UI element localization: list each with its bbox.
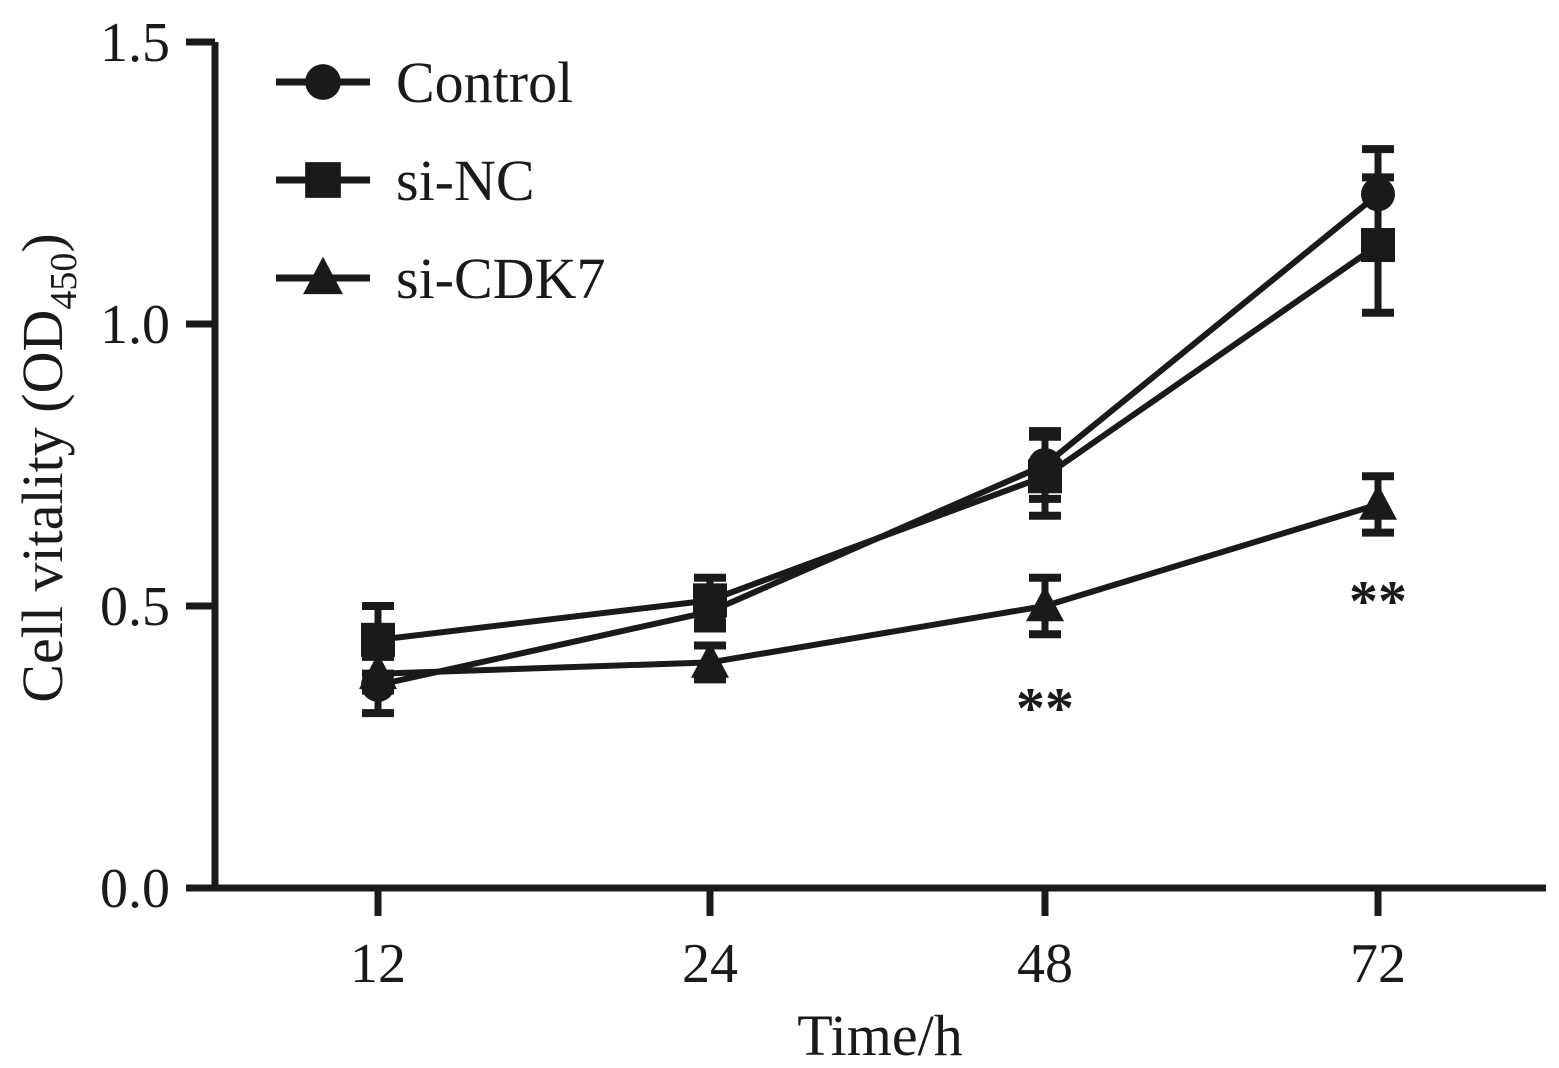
x-axis-title: Time/h: [797, 1003, 962, 1068]
axes: [211, 42, 1546, 892]
legend-label: Control: [396, 50, 573, 115]
x-tick-label: 24: [682, 933, 738, 995]
data-point: [1361, 228, 1395, 263]
legend-item-si-cdk7: si-CDK7: [276, 246, 605, 311]
data-point: [1359, 484, 1397, 520]
legend-item-control: Control: [276, 50, 573, 115]
significance-marker: **: [1016, 676, 1074, 741]
legend-item-si-nc: si-NC: [276, 148, 535, 213]
y-axis-title-close: ): [10, 233, 75, 252]
y-tick-label: 1.5: [100, 12, 170, 74]
series-line: [377, 501, 1379, 677]
y-tick-label: 0.5: [100, 576, 170, 638]
legend: Control si-NC si-CDK7: [276, 50, 605, 311]
series-line: [377, 242, 1380, 643]
y-axis-title-main: Cell vitality (OD: [10, 310, 75, 703]
data-point: [1028, 459, 1062, 494]
series-control: [361, 145, 1395, 718]
x-tick-label: 12: [350, 933, 406, 995]
y-tick-label: 0.0: [100, 858, 170, 920]
annotation-layer: ** **: [1016, 568, 1407, 740]
legend-marker: [305, 162, 341, 198]
significance-marker: **: [1349, 568, 1407, 633]
x-tick-label: 72: [1350, 933, 1406, 995]
data-point: [359, 653, 397, 689]
y-tick-label: 1.0: [100, 294, 170, 356]
series-si-cdk7: [359, 472, 1397, 695]
legend-label: si-NC: [396, 148, 535, 213]
legend-marker: [303, 256, 343, 295]
data-point: [693, 583, 727, 618]
data-point: [691, 642, 729, 678]
legend-marker: [305, 64, 341, 100]
series-layer: [359, 145, 1397, 718]
x-tick-label: 48: [1017, 933, 1073, 995]
x-ticks: 12 24 48 72: [350, 888, 1406, 995]
data-point: [361, 622, 395, 657]
legend-label: si-CDK7: [396, 246, 605, 311]
data-point: [1026, 585, 1064, 622]
y-axis-title-subscript: 450: [43, 253, 85, 310]
y-axis-title: Cell vitality (OD450): [10, 233, 85, 702]
y-ticks: 0.0 0.5 1.0 1.5: [100, 12, 215, 920]
